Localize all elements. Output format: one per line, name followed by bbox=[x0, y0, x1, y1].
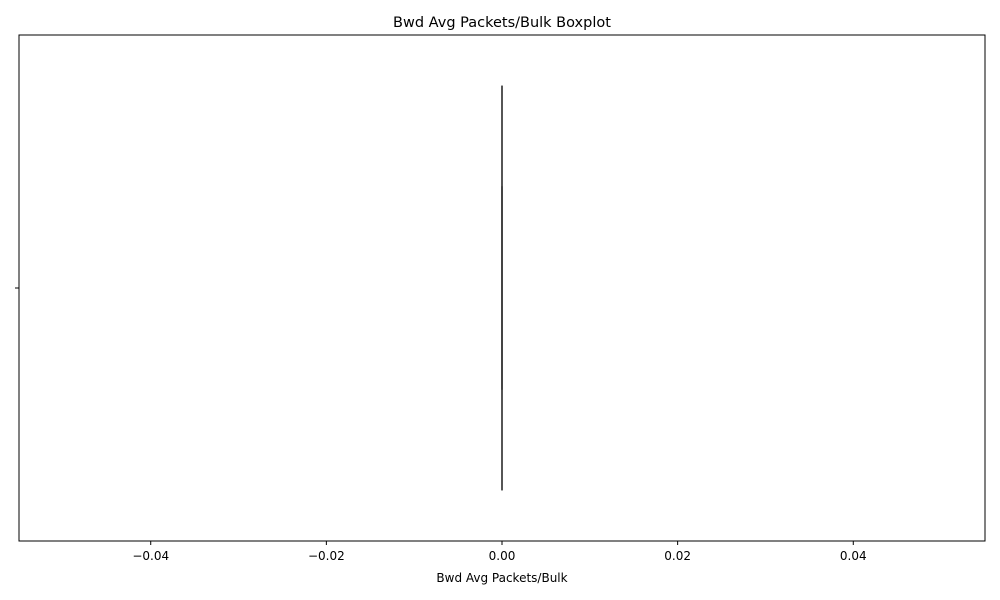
x-tick-label: 0.00 bbox=[489, 549, 516, 563]
x-axis-ticks: −0.04 −0.02 0.00 0.02 0.04 bbox=[132, 541, 867, 563]
x-axis-label: Bwd Avg Packets/Bulk bbox=[436, 571, 567, 585]
x-tick-label: −0.04 bbox=[132, 549, 169, 563]
x-tick-label: 0.04 bbox=[840, 549, 867, 563]
x-tick-label: 0.02 bbox=[664, 549, 691, 563]
x-tick-label: −0.02 bbox=[308, 549, 345, 563]
chart-title: Bwd Avg Packets/Bulk Boxplot bbox=[393, 15, 611, 31]
